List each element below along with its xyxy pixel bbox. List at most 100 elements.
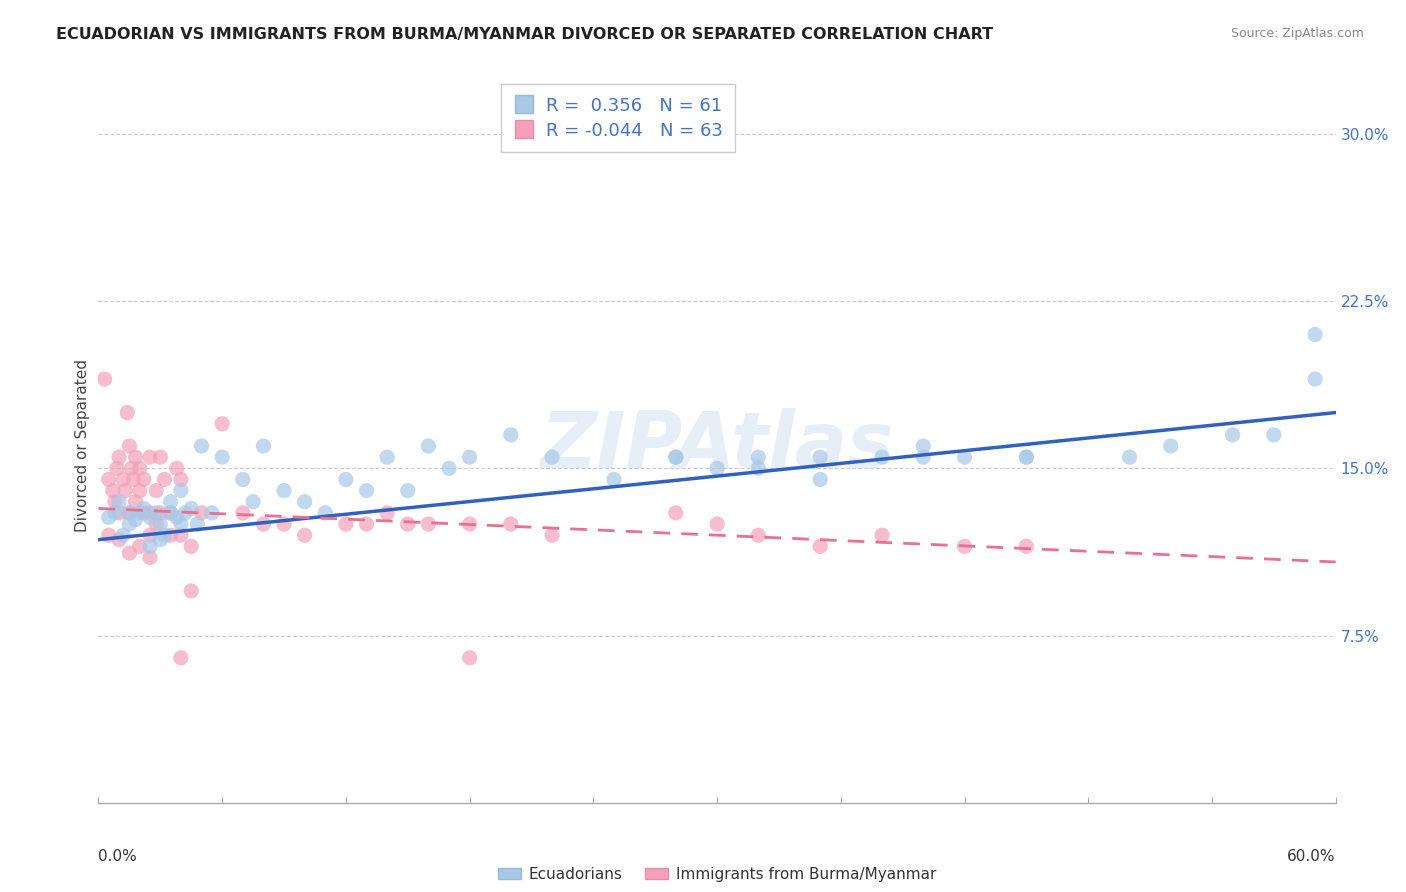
Point bbox=[1160, 439, 1182, 453]
Point bbox=[375, 450, 398, 465]
Point bbox=[1118, 450, 1140, 465]
Point bbox=[180, 539, 202, 553]
Point bbox=[808, 473, 831, 487]
Point bbox=[118, 506, 141, 520]
Point bbox=[149, 506, 172, 520]
Point bbox=[132, 506, 155, 520]
Point bbox=[112, 473, 135, 487]
Point bbox=[93, 372, 115, 386]
Point bbox=[242, 494, 264, 508]
Point bbox=[139, 510, 162, 524]
Point bbox=[139, 450, 162, 465]
Point bbox=[201, 506, 224, 520]
Point bbox=[128, 483, 150, 498]
Point bbox=[953, 539, 976, 553]
Point bbox=[149, 450, 172, 465]
Point bbox=[335, 473, 357, 487]
Point bbox=[418, 517, 440, 532]
Point bbox=[437, 461, 460, 475]
Point bbox=[180, 583, 202, 598]
Point bbox=[101, 483, 124, 498]
Point bbox=[139, 550, 162, 565]
Point bbox=[294, 494, 316, 508]
Point bbox=[458, 450, 481, 465]
Point bbox=[159, 506, 181, 520]
Point bbox=[706, 517, 728, 532]
Point bbox=[174, 506, 197, 520]
Point bbox=[149, 517, 172, 532]
Point bbox=[603, 473, 626, 487]
Point bbox=[97, 473, 120, 487]
Point bbox=[124, 494, 146, 508]
Point bbox=[159, 494, 181, 508]
Point bbox=[396, 517, 419, 532]
Point bbox=[294, 528, 316, 542]
Point bbox=[665, 450, 688, 465]
Point bbox=[273, 517, 295, 532]
Point bbox=[870, 528, 893, 542]
Point bbox=[128, 506, 150, 520]
Point bbox=[541, 528, 564, 542]
Point bbox=[190, 439, 212, 453]
Point bbox=[1015, 539, 1038, 553]
Point bbox=[139, 506, 162, 520]
Point bbox=[120, 461, 142, 475]
Point bbox=[211, 450, 233, 465]
Point bbox=[145, 483, 167, 498]
Y-axis label: Divorced or Separated: Divorced or Separated bbox=[75, 359, 90, 533]
Point bbox=[170, 651, 193, 665]
Point bbox=[747, 461, 769, 475]
Point bbox=[170, 528, 193, 542]
Point bbox=[139, 539, 162, 553]
Point bbox=[499, 517, 522, 532]
Point bbox=[105, 461, 128, 475]
Point bbox=[870, 450, 893, 465]
Point bbox=[124, 450, 146, 465]
Point bbox=[118, 517, 141, 532]
Point bbox=[97, 510, 120, 524]
Point bbox=[912, 450, 935, 465]
Point bbox=[1263, 427, 1285, 442]
Point bbox=[149, 533, 172, 547]
Point bbox=[104, 494, 127, 508]
Point bbox=[118, 439, 141, 453]
Point bbox=[541, 450, 564, 465]
Point bbox=[108, 450, 131, 465]
Point bbox=[117, 405, 139, 420]
Point bbox=[665, 506, 688, 520]
Point bbox=[1303, 372, 1326, 386]
Point bbox=[104, 506, 127, 520]
Point bbox=[112, 528, 135, 542]
Point bbox=[356, 517, 378, 532]
Point bbox=[747, 528, 769, 542]
Point bbox=[159, 528, 181, 542]
Point bbox=[145, 517, 167, 532]
Point bbox=[118, 546, 141, 560]
Point bbox=[153, 528, 176, 542]
Point bbox=[356, 483, 378, 498]
Point bbox=[139, 528, 162, 542]
Point bbox=[273, 483, 295, 498]
Point bbox=[108, 533, 131, 547]
Point bbox=[375, 506, 398, 520]
Point bbox=[124, 512, 146, 526]
Point bbox=[132, 501, 155, 516]
Point bbox=[211, 417, 233, 431]
Point bbox=[1303, 327, 1326, 342]
Point bbox=[1015, 450, 1038, 465]
Point bbox=[114, 483, 136, 498]
Point bbox=[232, 506, 254, 520]
Point bbox=[128, 461, 150, 475]
Point bbox=[499, 427, 522, 442]
Point bbox=[145, 506, 167, 520]
Text: 0.0%: 0.0% bbox=[98, 849, 138, 864]
Point bbox=[108, 506, 131, 520]
Point bbox=[190, 506, 212, 520]
Legend: Ecuadorians, Immigrants from Burma/Myanmar: Ecuadorians, Immigrants from Burma/Myanm… bbox=[492, 861, 942, 888]
Point bbox=[458, 517, 481, 532]
Point bbox=[170, 473, 193, 487]
Point bbox=[418, 439, 440, 453]
Point bbox=[232, 473, 254, 487]
Point bbox=[122, 473, 145, 487]
Point bbox=[335, 517, 357, 532]
